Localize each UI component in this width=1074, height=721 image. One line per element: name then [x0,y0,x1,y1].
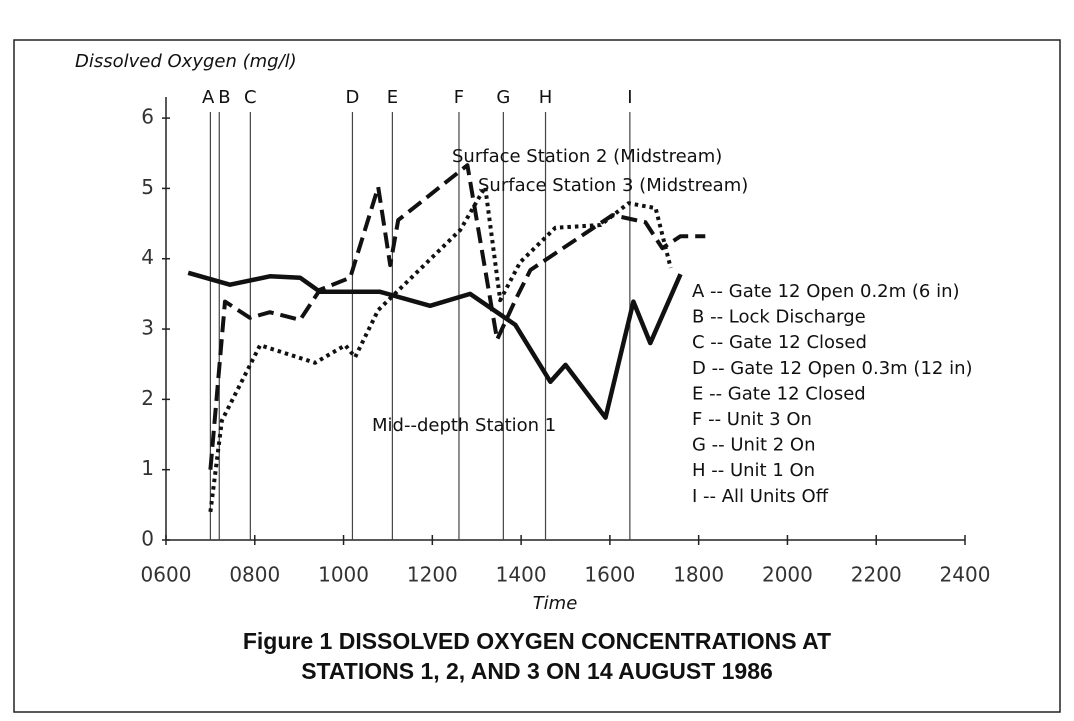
event-letter: C [244,87,257,108]
event-letter: I [627,87,632,108]
x-tick-label: 1200 [407,563,458,587]
x-axis-label: Time [533,593,578,614]
y-tick-label: 6 [141,105,154,129]
event-key: A -- Gate 12 Open 0.2m (6 in) [692,281,960,302]
y-tick-label: 0 [141,527,154,551]
series-line [208,185,673,513]
event-key: I -- All Units Off [692,486,829,507]
y-tick-label: 2 [141,386,154,410]
y-tick-label: 1 [141,456,154,480]
x-tick-label: 0800 [229,563,280,587]
series-label: Surface Station 3 (Midstream) [478,175,748,196]
x-tick-label: 2400 [940,563,991,587]
series-label: Surface Station 2 (Midstream) [452,146,722,167]
x-tick-label: 1400 [496,563,547,587]
event-letter: B [218,87,230,108]
y-axis-label: Dissolved Oxygen (mg/l) [75,51,297,72]
event-key: C -- Gate 12 Closed [692,332,867,353]
event-key: B -- Lock Discharge [692,307,866,328]
event-key: H -- Unit 1 On [692,460,815,481]
x-tick-label: 2200 [851,563,902,587]
x-tick-label: 1800 [673,563,724,587]
event-letter: G [496,87,510,108]
chart-title: STATIONS 1, 2, AND 3 ON 14 AUGUST 1986 [301,658,773,684]
event-key: G -- Unit 2 On [692,435,816,456]
series-line [187,270,683,420]
chart-title: Figure 1 DISSOLVED OXYGEN CONCENTRATIONS… [243,628,831,654]
event-letter: H [539,87,553,108]
event-key: D -- Gate 12 Open 0.3m (12 in) [692,358,973,379]
event-key: E -- Gate 12 Closed [692,383,866,404]
x-tick-label: 2000 [762,563,813,587]
x-tick-label: 1600 [584,563,635,587]
y-tick-label: 5 [141,175,154,199]
frame [13,39,1061,713]
event-letter: F [454,87,464,108]
event-letter: E [387,87,398,108]
event-letter: D [345,87,359,108]
y-tick-label: 3 [141,316,154,340]
series-label: Mid--depth Station 1 [372,415,556,436]
event-letter: A [202,87,215,108]
x-tick-label: 0600 [141,563,192,587]
x-tick-label: 1000 [318,563,369,587]
series-line [208,163,706,470]
y-tick-label: 4 [141,245,154,269]
event-key: F -- Unit 3 On [692,409,812,430]
